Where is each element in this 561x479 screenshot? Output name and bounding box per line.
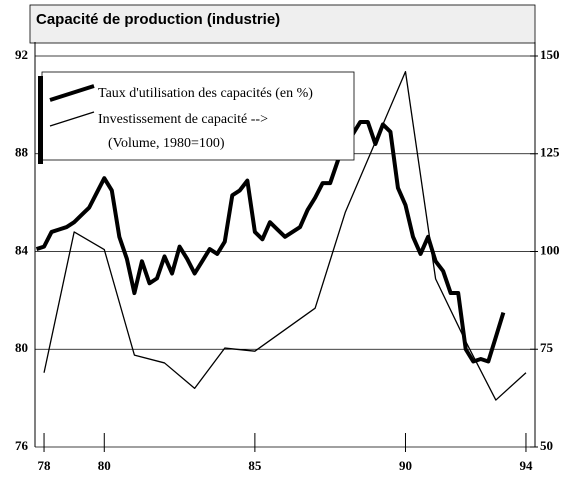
y-tick-label: 84 — [15, 242, 29, 257]
y-tick-label: 92 — [15, 47, 28, 62]
y2-tick-label: 100 — [540, 242, 560, 257]
data-line — [35, 119, 506, 364]
legend-swatch — [49, 111, 95, 127]
y2-tick-label: 75 — [540, 340, 554, 355]
x-tick-label: 78 — [38, 458, 52, 473]
x-tick-label: 80 — [98, 458, 111, 473]
y2-tick-label: 50 — [540, 438, 553, 453]
y-tick-label: 76 — [15, 438, 29, 453]
x-tick-label: 94 — [519, 458, 533, 473]
legend-swatch — [49, 84, 95, 102]
y-tick-label: 80 — [15, 340, 28, 355]
y2-tick-label: 150 — [540, 47, 560, 62]
x-tick-label: 85 — [248, 458, 262, 473]
data-line — [43, 70, 527, 401]
legend-shadow — [38, 76, 43, 164]
legend: Taux d'utilisation des capacités (en %) I… — [38, 71, 355, 164]
legend-label: Taux d'utilisation des capacités (en %) — [98, 86, 313, 101]
y-tick-label: 88 — [15, 145, 29, 160]
y2-tick-label: 125 — [540, 145, 560, 160]
legend-note: (Volume, 1980=100) — [108, 136, 225, 151]
title-bar — [29, 4, 536, 44]
x-tick-label: 90 — [399, 458, 412, 473]
legend-label: Investissement de capacité --> — [98, 112, 268, 127]
chart-title: Capacité de production (industrie) — [36, 11, 280, 28]
